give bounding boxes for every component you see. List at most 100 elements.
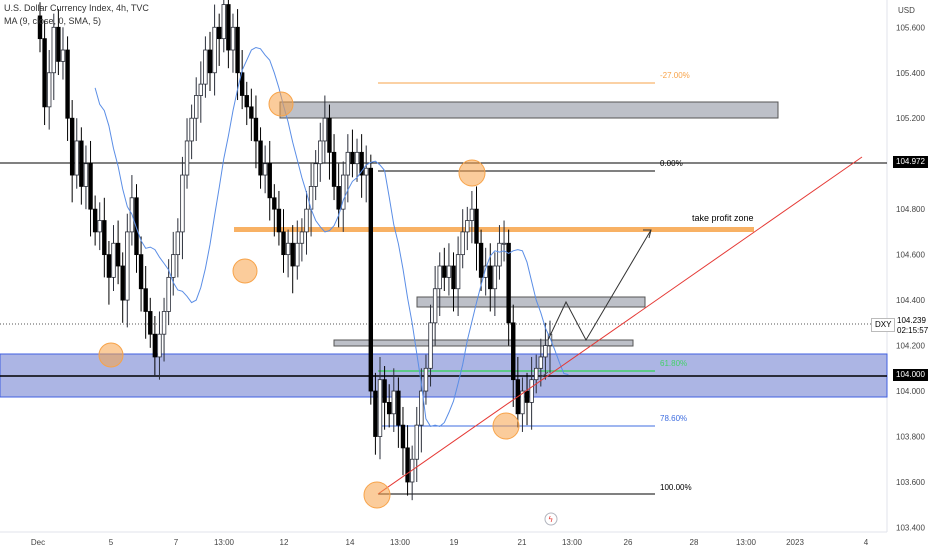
price-tick: 104.200 xyxy=(896,342,925,351)
candle-body xyxy=(221,4,226,40)
candle-body xyxy=(359,151,364,176)
price-tick: 105.400 xyxy=(896,69,925,78)
candle-body xyxy=(377,379,383,437)
price-tick: 104.800 xyxy=(896,205,925,214)
price-tick: 103.600 xyxy=(896,478,925,487)
candle-body xyxy=(455,254,461,290)
candle-body xyxy=(442,265,447,278)
candle-body xyxy=(281,231,286,256)
candle-body xyxy=(341,174,346,210)
candle-body xyxy=(451,265,456,290)
candle-body xyxy=(207,49,213,74)
candle-body xyxy=(465,220,470,233)
candle-body xyxy=(391,390,396,415)
candle-body xyxy=(414,424,419,460)
price-tick: 104.400 xyxy=(896,296,925,305)
candle-body xyxy=(524,390,530,403)
candle-body xyxy=(400,424,406,449)
swing-point-markers xyxy=(98,91,520,509)
candle-body xyxy=(46,72,52,108)
candle-body xyxy=(115,242,121,267)
time-tick: 14 xyxy=(346,538,355,547)
fib-label-618: 61.80% xyxy=(660,359,687,368)
price-tick: 103.400 xyxy=(896,523,925,532)
projection-path[interactable] xyxy=(547,229,652,342)
candle-body xyxy=(171,254,176,278)
candle-body xyxy=(506,242,511,324)
candle-body xyxy=(69,117,75,176)
candle-body xyxy=(327,117,332,153)
candle-body xyxy=(474,208,479,244)
candle-body xyxy=(345,151,351,176)
resistance-zone-top xyxy=(279,101,779,119)
price-tick: 104.000 xyxy=(896,387,925,396)
symbol-tag: DXY xyxy=(871,318,896,332)
candle-body xyxy=(336,186,341,210)
candlestick-series xyxy=(37,0,553,501)
candle-body xyxy=(60,49,66,62)
candle-body xyxy=(373,390,378,437)
fib-label-m27: -27.00% xyxy=(660,71,690,80)
candle-body xyxy=(313,163,318,187)
candle-body xyxy=(423,367,429,392)
candle-body xyxy=(180,174,185,233)
candle-body xyxy=(446,265,452,278)
indicator-label: MA (9, close, 0, SMA, 5) xyxy=(4,16,102,26)
candle-body xyxy=(497,242,502,267)
time-tick: 19 xyxy=(450,538,459,547)
candle-body xyxy=(428,322,433,369)
candle-body xyxy=(469,208,475,221)
price-tag-104972: 104.972 xyxy=(893,156,928,168)
candle-body xyxy=(102,220,107,256)
price-axis-ticks: 105.600105.400105.200105.000104.800104.6… xyxy=(896,23,925,532)
candle-body xyxy=(386,402,392,415)
candle-body xyxy=(249,106,254,119)
candle-body xyxy=(152,333,158,358)
bar-countdown: 02:15:57 xyxy=(897,326,929,335)
candle-body xyxy=(488,265,493,290)
candle-body xyxy=(216,26,222,40)
candle-body xyxy=(405,447,410,483)
take-profit-zone xyxy=(234,227,754,232)
take-profit-label: take profit zone xyxy=(692,213,754,223)
candle-body xyxy=(432,288,438,324)
candle-body xyxy=(276,208,282,233)
candle-body xyxy=(364,167,369,176)
candle-body xyxy=(143,288,148,312)
candle-body xyxy=(299,231,305,244)
candle-body xyxy=(189,117,194,142)
candle-body xyxy=(350,151,355,165)
candle-body xyxy=(285,242,291,256)
ascending-trendline[interactable] xyxy=(377,156,863,495)
candle-body xyxy=(354,151,360,165)
price-tick: 104.600 xyxy=(896,251,925,260)
time-tick: 26 xyxy=(624,538,633,547)
price-axis-pane[interactable] xyxy=(887,0,932,532)
candle-body xyxy=(318,140,323,165)
candle-body xyxy=(253,117,259,142)
candle-body xyxy=(148,311,153,335)
candle-body xyxy=(37,15,43,40)
price-tick: 105.200 xyxy=(896,114,925,123)
candle-body xyxy=(529,379,534,403)
candle-body xyxy=(88,163,93,210)
time-tick: 13:00 xyxy=(562,538,583,547)
candle-body xyxy=(230,26,236,51)
lightning-icon[interactable] xyxy=(544,512,558,526)
time-axis-ticks: Dec 5 7 13:00 12 14 13:00 19 21 13:00 26 28 13:00 202… xyxy=(31,538,869,547)
time-tick: 12 xyxy=(280,538,289,547)
time-tick: Dec xyxy=(31,538,45,547)
candle-body xyxy=(322,117,328,142)
time-tick: 13:00 xyxy=(390,538,411,547)
time-tick: 21 xyxy=(518,538,527,547)
candle-body xyxy=(79,140,84,187)
lightning-glyph: ϟ xyxy=(548,515,553,524)
candle-body xyxy=(538,356,544,369)
candle-body xyxy=(396,390,401,426)
resistance-zone-low xyxy=(333,339,634,347)
fibonacci-retracement: -27.00% 0.00% 61.80% 78.60% 100.00% xyxy=(378,71,692,495)
candle-body xyxy=(543,345,548,358)
time-tick: 2023 xyxy=(786,538,804,547)
candle-body xyxy=(239,72,245,96)
